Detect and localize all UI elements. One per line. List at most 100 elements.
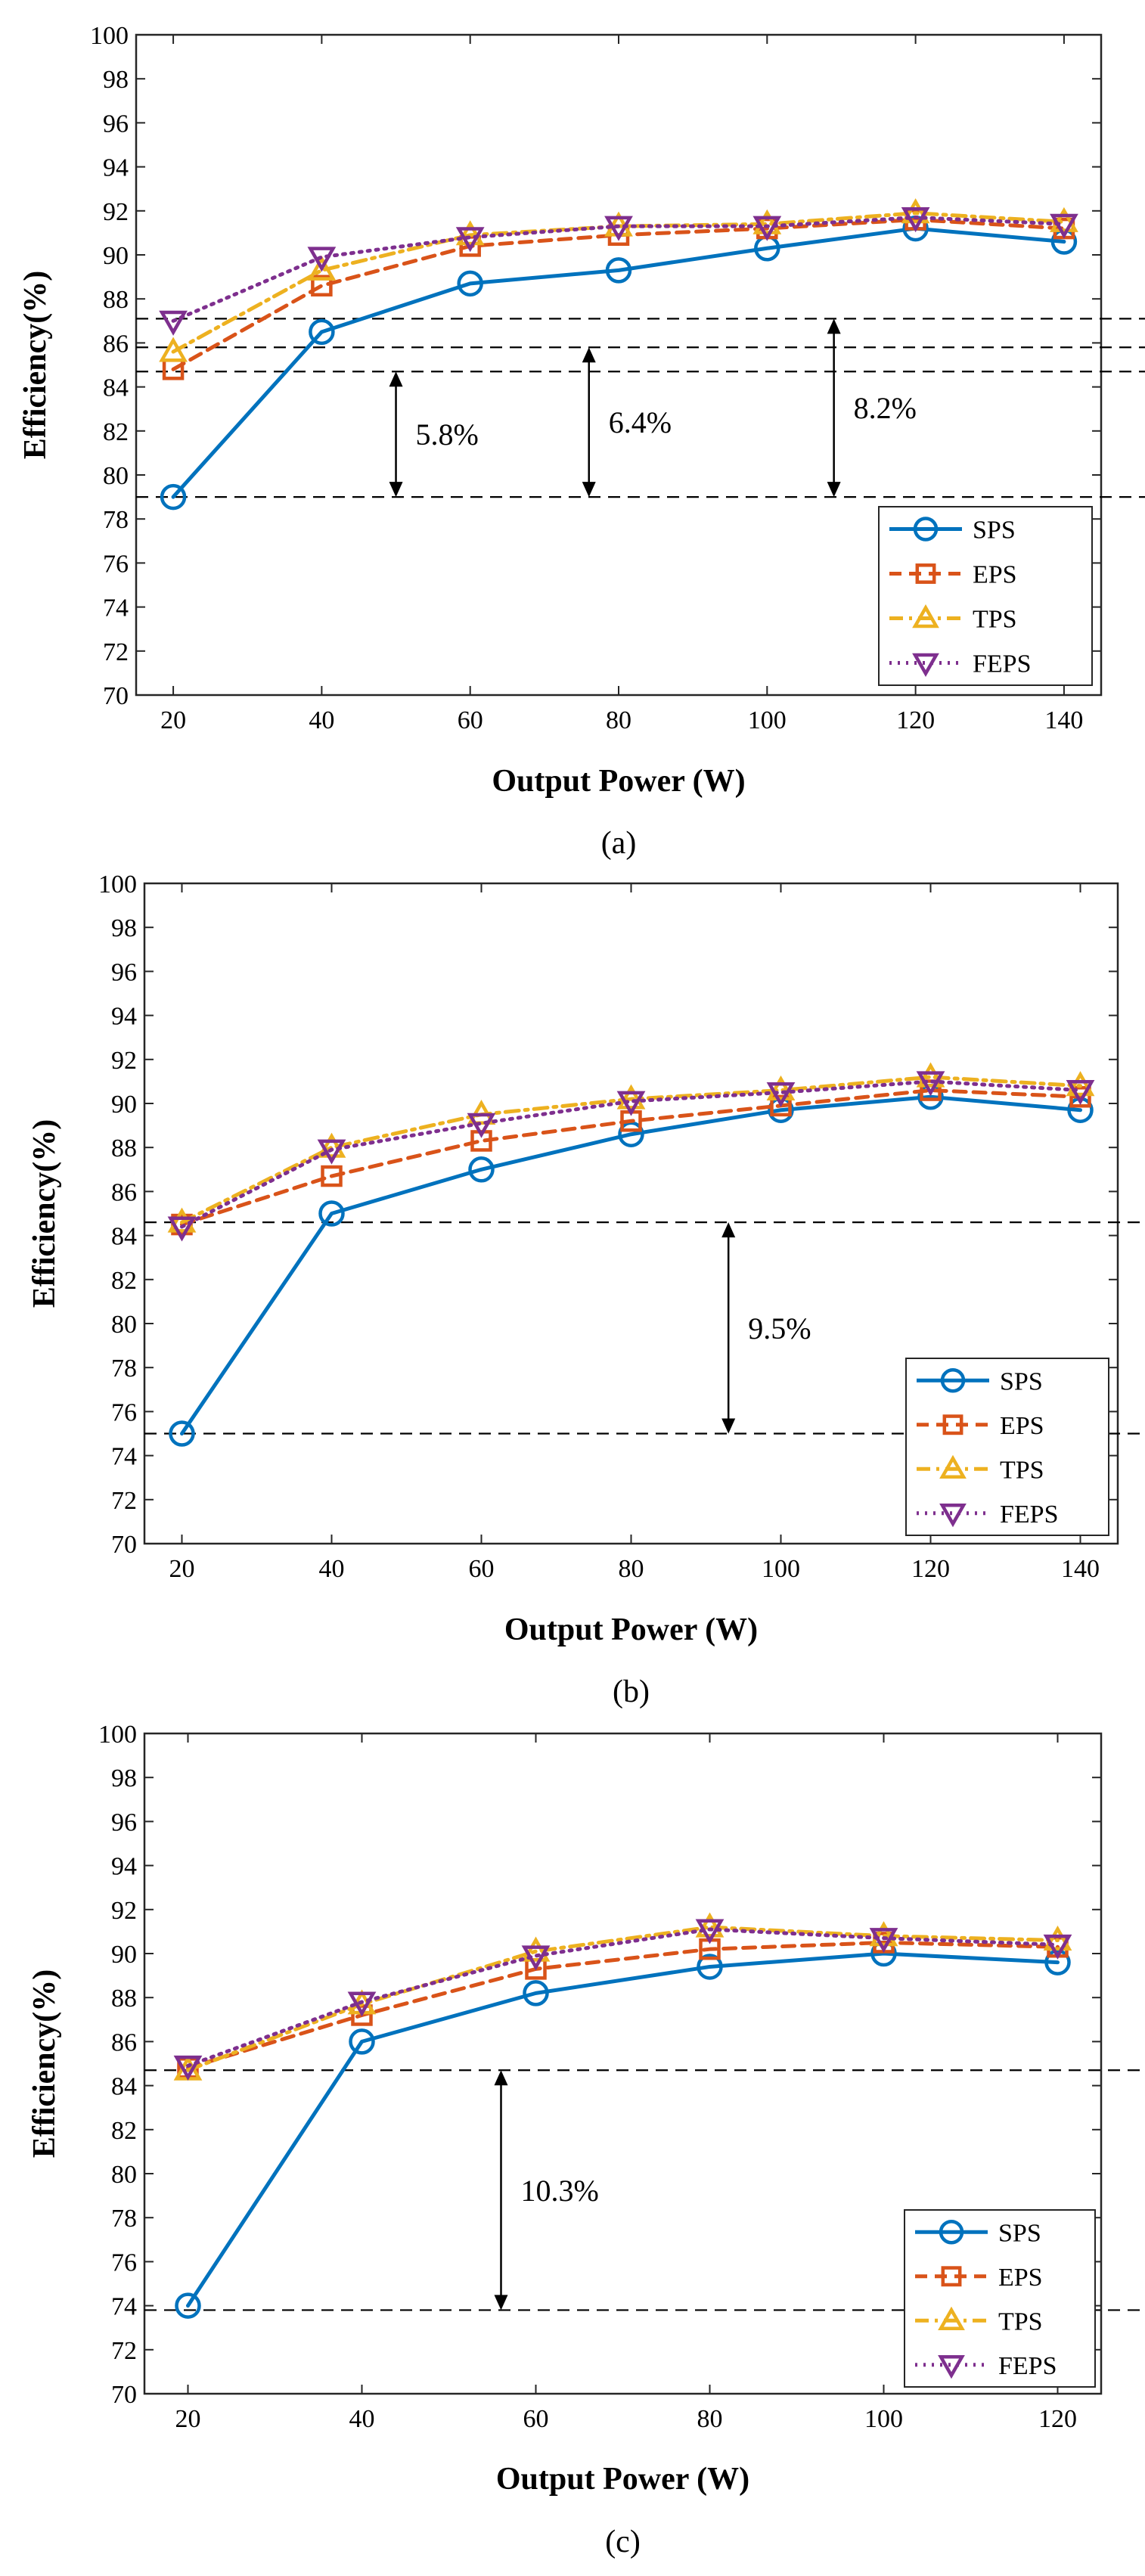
legend-label-tps: TPS	[998, 2308, 1043, 2335]
data-point-sps	[309, 318, 335, 346]
y-tick-label: 92	[111, 1047, 137, 1075]
series-line-tps	[180, 1075, 1082, 1224]
y-tick-label: 74	[111, 2293, 137, 2321]
y-tick-label: 92	[103, 198, 129, 226]
x-tick-label: 20	[175, 2405, 201, 2433]
legend-marker-feps	[938, 2355, 965, 2379]
arrowhead-up	[721, 1222, 736, 1238]
y-tick-label: 96	[111, 1808, 137, 1836]
data-point-sps	[169, 1420, 195, 1447]
annotation-label: 8.2%	[854, 391, 917, 425]
y-tick-label: 76	[111, 1398, 137, 1426]
data-point-tps	[616, 1084, 646, 1110]
y-tick-label: 86	[103, 330, 129, 358]
data-point-feps	[173, 2055, 203, 2081]
data-point-tps	[766, 1075, 796, 1101]
y-axis-label: Efficiency(%)	[27, 1969, 62, 2159]
series-line-sps	[180, 1094, 1082, 1435]
legend-marker-tps	[912, 604, 939, 628]
arrowhead-down	[582, 482, 596, 498]
y-tick-label: 80	[103, 462, 129, 490]
chart-panel-1: 70 72 74 76 78 80 82 84 86 88 90 92 94 96 98 100 20 40 60 8…	[18, 22, 1145, 861]
panel-label: (c)	[605, 2525, 641, 2559]
legend: SPS EPS TPS FEPS	[878, 506, 1093, 686]
y-tick-label: 90	[111, 1941, 137, 1969]
y-tick-label: 88	[111, 1134, 137, 1162]
y-tick-label: 90	[111, 1091, 137, 1119]
data-point-sps	[523, 1980, 549, 2006]
data-point-tps	[159, 337, 188, 362]
arrowhead-up	[582, 347, 596, 363]
x-tick-label: 60	[469, 1555, 495, 1583]
legend-label-feps: FEPS	[973, 650, 1032, 678]
data-point-feps	[604, 216, 633, 241]
y-tick-label: 88	[111, 1985, 137, 2013]
data-point-feps	[752, 216, 782, 241]
data-point-feps	[347, 1991, 377, 2017]
data-point-feps	[159, 310, 188, 336]
data-point-feps	[916, 1071, 945, 1097]
legend-marker-feps	[939, 1504, 967, 1528]
legend-label-eps: EPS	[973, 561, 1017, 589]
y-tick-label: 94	[111, 1003, 137, 1031]
x-tick-label: 100	[864, 2405, 903, 2433]
arrowhead-up	[827, 318, 841, 334]
x-tick-label: 80	[619, 1555, 644, 1583]
data-point-feps	[766, 1082, 796, 1107]
y-tick-label: 98	[111, 914, 137, 942]
y-tick-label: 80	[111, 1311, 137, 1339]
data-point-feps	[167, 1216, 197, 1242]
data-point-tps	[307, 255, 337, 281]
legend-label-feps: FEPS	[998, 2352, 1057, 2380]
y-tick-label: 100	[98, 1721, 137, 1749]
y-axis-label: Efficiency(%)	[27, 1119, 62, 1308]
chart-panel-2: 70 72 74 76 78 80 82 84 86 88 90 92 94 96 98 100 20 40 60 8…	[27, 871, 1145, 1709]
data-point-sps	[697, 1954, 723, 1980]
x-tick-label: 60	[523, 2405, 549, 2433]
legend-marker-sps	[940, 1368, 966, 1393]
y-tick-label: 82	[111, 2117, 137, 2145]
data-point-eps	[321, 1165, 343, 1187]
legend-marker-tps	[939, 1454, 967, 1479]
series-line-feps	[180, 1079, 1082, 1229]
x-axis-label: Output Power (W)	[504, 1612, 758, 1647]
x-tick-label: 140	[1044, 706, 1083, 734]
annotation-label: 5.8%	[416, 417, 479, 452]
arrowhead-up	[494, 2070, 508, 2086]
data-point-tps	[317, 1132, 346, 1158]
y-tick-label: 74	[111, 1443, 137, 1471]
legend-marker-eps	[942, 1414, 963, 1435]
y-tick-label: 84	[111, 1223, 137, 1251]
legend-label-eps: EPS	[1000, 1412, 1044, 1440]
data-point-feps	[1050, 213, 1078, 239]
y-tick-label: 70	[111, 2381, 137, 2409]
data-point-feps	[467, 1113, 496, 1138]
data-point-tps	[869, 1921, 898, 1947]
x-tick-label: 80	[697, 2405, 723, 2433]
data-point-tps	[1050, 206, 1078, 232]
legend-label-sps: SPS	[973, 517, 1016, 545]
legend: SPS EPS TPS FEPS	[905, 1358, 1109, 1536]
data-point-sps	[349, 2028, 375, 2055]
y-tick-label: 96	[103, 110, 129, 138]
legend-label-sps: SPS	[1000, 1367, 1043, 1395]
y-tick-label: 78	[111, 2205, 137, 2233]
annotation-label: 9.5%	[748, 1311, 811, 1345]
data-point-feps	[1066, 1080, 1095, 1106]
y-tick-label: 78	[103, 506, 129, 534]
y-tick-label: 86	[111, 2028, 137, 2056]
legend-marker-sps	[913, 517, 939, 542]
data-point-feps	[521, 1945, 551, 1971]
data-point-tps	[1066, 1071, 1095, 1097]
chart-panel-3: 70 72 74 76 78 80 82 84 86 88 90 92 94 96 98 100 20 40 60 8…	[27, 1721, 1145, 2559]
y-tick-label: 100	[90, 22, 129, 50]
x-tick-label: 60	[458, 706, 483, 734]
y-tick-label: 76	[103, 550, 129, 578]
y-tick-label: 92	[111, 1897, 137, 1925]
x-tick-label: 20	[169, 1555, 195, 1583]
y-tick-label: 72	[111, 2337, 137, 2365]
arrowhead-down	[494, 2295, 508, 2311]
x-tick-label: 40	[349, 2405, 375, 2433]
legend-box	[904, 2209, 1096, 2388]
